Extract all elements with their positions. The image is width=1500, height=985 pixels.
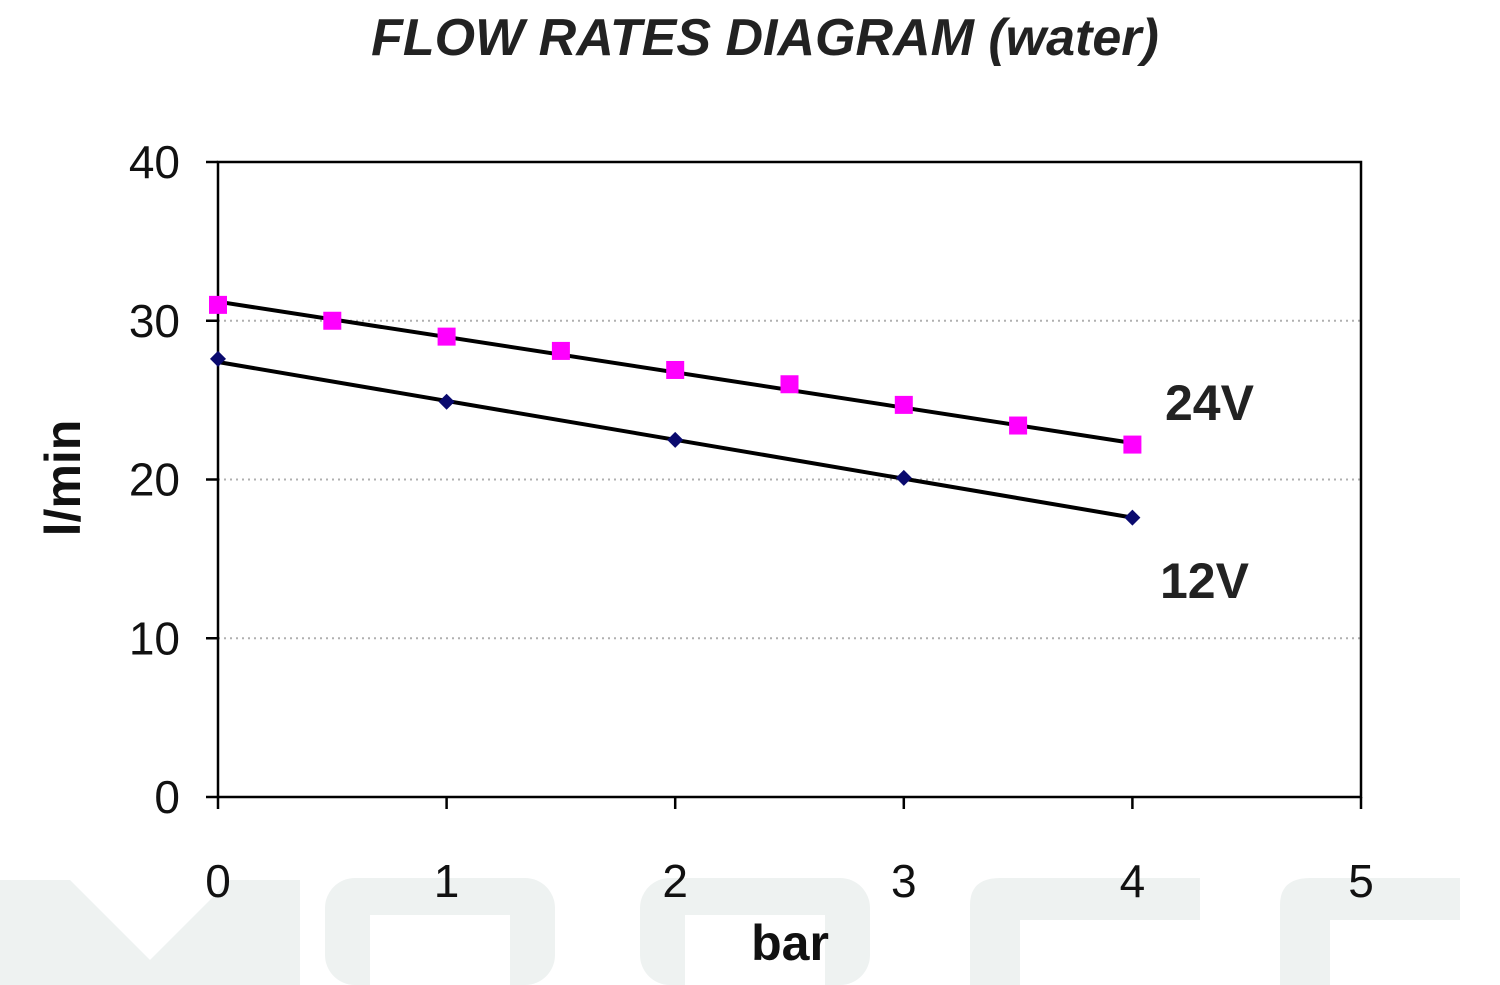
x-tick-label-3: 3 xyxy=(891,855,917,907)
point-24v-7 xyxy=(1009,416,1028,435)
point-24v-3 xyxy=(551,341,570,360)
point-12v-2 xyxy=(667,431,684,448)
point-24v-0 xyxy=(209,295,227,314)
chart-title: FLOW RATES DIAGRAM (water) xyxy=(371,9,1159,67)
y-axis-label: l/min xyxy=(35,420,91,537)
watermark-logo xyxy=(0,878,1460,985)
point-12v-4 xyxy=(1124,509,1141,526)
y-tick-label-0: 0 xyxy=(154,771,180,823)
x-tick-label-5: 5 xyxy=(1348,855,1374,907)
y-tick-label-40: 40 xyxy=(129,136,180,188)
series-label-24v: 24V xyxy=(1165,375,1255,431)
x-tick-label-0: 0 xyxy=(205,855,231,907)
point-24v-4 xyxy=(666,360,685,379)
point-24v-1 xyxy=(323,311,342,330)
point-12v-1 xyxy=(438,393,455,410)
data-points xyxy=(209,295,1142,526)
point-12v-3 xyxy=(895,469,912,486)
point-24v-2 xyxy=(437,327,456,346)
x-tick-label-4: 4 xyxy=(1120,855,1146,907)
y-tick-label-30: 30 xyxy=(129,295,180,347)
point-12v-0 xyxy=(210,350,226,367)
x-tick-label-1: 1 xyxy=(434,855,460,907)
gridlines xyxy=(218,319,1361,640)
point-24v-5 xyxy=(780,375,799,394)
y-tick-label-20: 20 xyxy=(129,454,180,506)
point-24v-6 xyxy=(894,395,913,414)
y-axis-ticks: 0 10 20 30 40 xyxy=(129,136,218,823)
x-tick-label-2: 2 xyxy=(662,855,688,907)
x-axis-ticks: 0 1 2 3 4 5 xyxy=(205,797,1374,907)
trendlines xyxy=(217,299,1133,520)
series-label-12v: 12V xyxy=(1160,553,1250,609)
x-axis-label: bar xyxy=(751,915,829,971)
y-tick-label-10: 10 xyxy=(129,612,180,664)
point-24v-8 xyxy=(1123,435,1142,454)
